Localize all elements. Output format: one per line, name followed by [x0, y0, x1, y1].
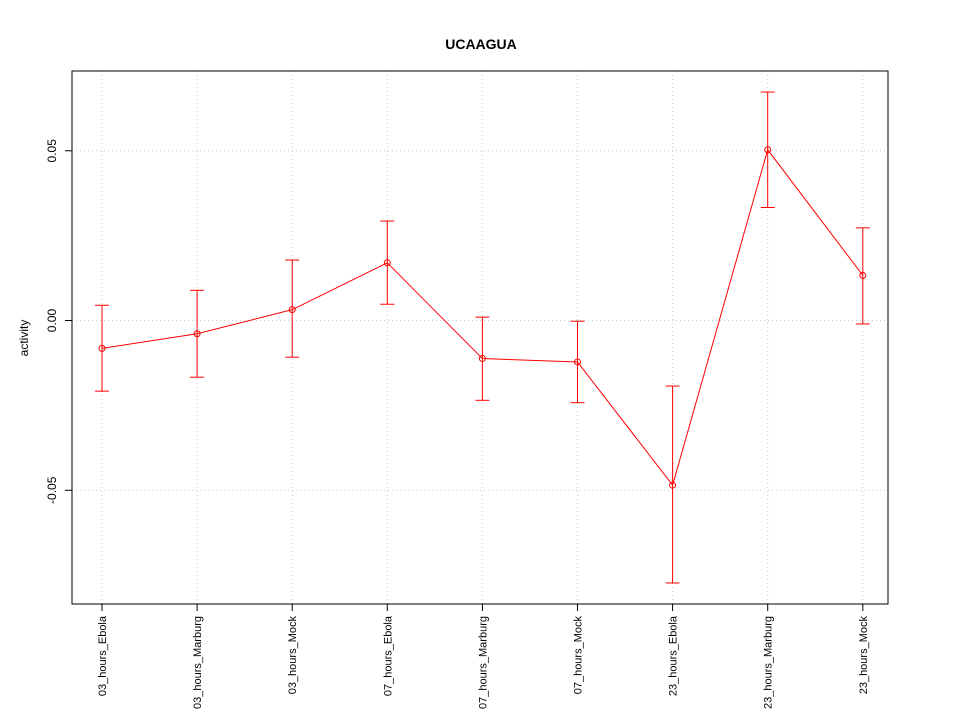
y-tick-label: -0.05: [45, 476, 59, 504]
data-point: [764, 146, 772, 154]
x-tick-label: 03_hours_Mock: [287, 616, 299, 695]
chart-title: UCAAGUA: [445, 36, 517, 52]
series: [95, 91, 870, 584]
y-axis-label: activity: [17, 320, 31, 357]
data-point: [288, 306, 296, 314]
data-point: [98, 344, 106, 352]
grid: [72, 71, 888, 604]
x-axis: 03_hours_Ebola 03_hours_Marburg 03_hours_M…: [97, 604, 870, 709]
x-tick-label: 23_hours_Marburg: [763, 616, 775, 709]
x-tick-label: 23_hours_Ebola: [668, 615, 680, 696]
y-tick-label: 0.05: [45, 139, 59, 163]
data-point: [193, 330, 201, 338]
y-tick-label: 0.00: [45, 309, 59, 333]
data-point: [478, 355, 486, 363]
y-axis: -0.05 0.00 0.05: [45, 139, 72, 504]
data-point: [383, 259, 391, 267]
x-tick-label: 07_hours_Ebola: [382, 615, 394, 696]
x-tick-label: 07_hours_Mock: [573, 616, 585, 695]
data-point: [859, 271, 867, 279]
x-tick-label: 23_hours_Mock: [858, 616, 870, 695]
x-tick-label: 03_hours_Ebola: [97, 615, 109, 696]
data-point: [669, 481, 677, 489]
data-point: [574, 358, 581, 366]
x-tick-label: 03_hours_Marburg: [192, 616, 204, 709]
plot-frame: [71, 70, 889, 605]
x-tick-label: 07_hours_Marburg: [477, 616, 489, 709]
